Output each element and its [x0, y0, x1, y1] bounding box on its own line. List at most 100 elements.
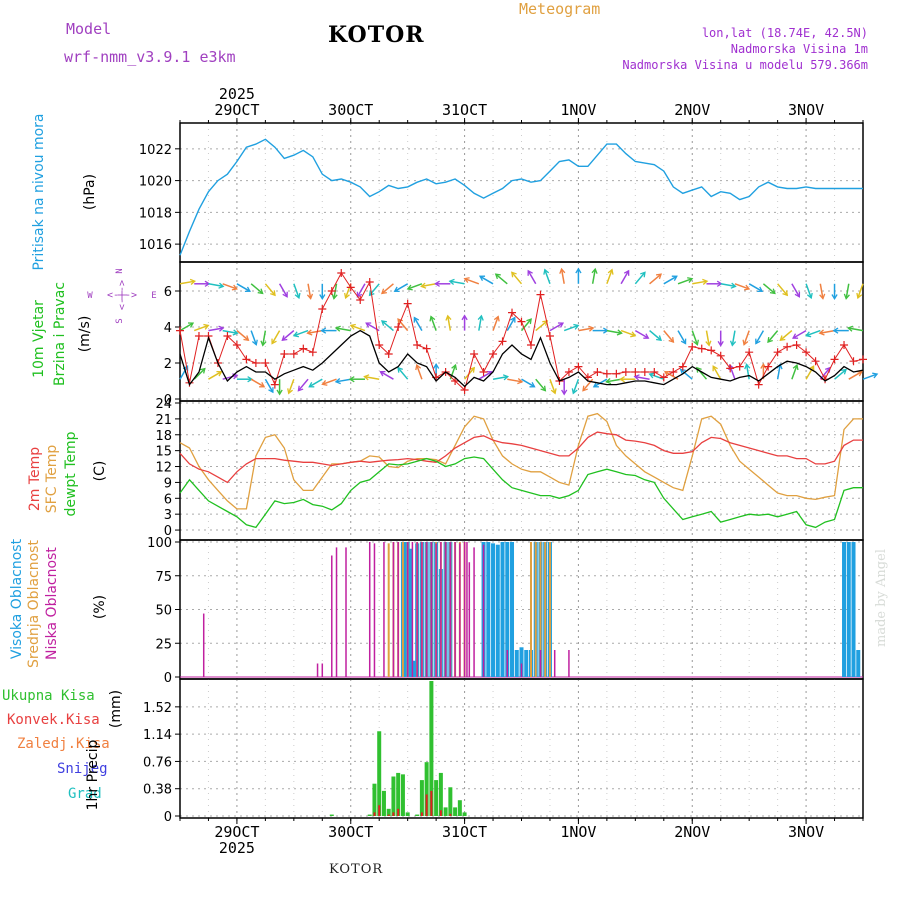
- wind-barb-head: [819, 293, 826, 300]
- wind-barb-head: [306, 293, 314, 300]
- gust-point: [574, 362, 583, 371]
- cloud-bar: [406, 542, 409, 677]
- panel-frame: [179, 122, 864, 263]
- cloud-bar: [534, 542, 537, 677]
- wind-barb-head: [792, 333, 799, 339]
- wind-barb: [397, 367, 409, 380]
- gust-point: [669, 368, 678, 376]
- wind-barb: [478, 315, 483, 331]
- gust-point: [194, 332, 203, 340]
- y-tick-label: 2: [164, 357, 172, 372]
- wind-barb: [520, 318, 532, 332]
- wind-barb-head: [592, 382, 599, 388]
- gust-point: [697, 344, 706, 353]
- gust-point: [631, 368, 640, 376]
- wind-barb: [271, 330, 281, 344]
- gust-point: [640, 368, 649, 376]
- convective-bar: [392, 812, 395, 816]
- wind-barb-head: [630, 331, 637, 338]
- cloud-bar: [345, 547, 347, 677]
- wind-barb: [819, 329, 835, 334]
- wind-barb: [663, 275, 678, 285]
- elevation-info: Nadmorska Visina 1m: [730, 42, 868, 56]
- wind-barb: [805, 329, 821, 337]
- wind-barb-head: [808, 365, 815, 372]
- y-tick-label: 18: [155, 429, 172, 444]
- cloud-bar: [486, 542, 491, 677]
- gust-point: [859, 355, 867, 364]
- wind-barb: [250, 378, 265, 388]
- wind-barb-head: [607, 268, 614, 275]
- wind-barb: [397, 318, 409, 332]
- wind-barb-head: [779, 335, 786, 342]
- wind-barb-head: [526, 318, 532, 325]
- gust-point: [403, 299, 412, 308]
- wind-barb-head: [543, 268, 550, 275]
- y-tick-label: 0: [164, 671, 172, 686]
- wind-barb: [308, 378, 323, 388]
- wind-barb: [335, 378, 351, 383]
- cloud-bar: [401, 542, 404, 677]
- wind-barb-head: [757, 286, 764, 293]
- wind-barb: [845, 283, 850, 299]
- wind-barb-head: [744, 363, 751, 370]
- gust-point: [460, 386, 469, 394]
- wind-barb: [692, 280, 708, 285]
- gust-point: [337, 269, 346, 277]
- precip-bar: [367, 814, 372, 816]
- gust-point: [602, 369, 611, 378]
- wind-barb-head: [451, 363, 458, 371]
- wind-barb: [620, 329, 636, 337]
- wind-barb: [663, 330, 675, 343]
- y-tick-label: 6: [164, 285, 172, 300]
- gust-point: [792, 341, 801, 349]
- wind-barb: [208, 371, 222, 380]
- wind-barb: [591, 268, 596, 284]
- wind-barb-head: [348, 376, 355, 383]
- wind-barb: [479, 275, 494, 285]
- wind-barb: [281, 330, 295, 341]
- wind-barb-head: [251, 339, 258, 346]
- wind-barb: [307, 329, 323, 334]
- cloud-bar: [842, 542, 847, 677]
- legend-zaledj-kisa: Zaledj.Kisa: [17, 736, 110, 752]
- wind-barb: [407, 283, 423, 290]
- precip-bar: [443, 807, 448, 816]
- wind-barb: [356, 283, 366, 298]
- convective-bar: [439, 810, 442, 816]
- wind-barb: [762, 283, 776, 295]
- wind-barb: [381, 320, 394, 332]
- wind-barb: [649, 330, 662, 341]
- convective-bar: [449, 813, 452, 816]
- wind-barb-head: [794, 291, 801, 298]
- wind-barb-head: [257, 288, 264, 295]
- cloud-bar: [466, 542, 468, 677]
- gust-point: [536, 290, 545, 299]
- cloud-bar: [514, 650, 519, 677]
- wind-barb: [549, 378, 556, 394]
- wind-barb: [848, 371, 863, 380]
- wind-barb: [620, 270, 630, 285]
- wind-barb-head: [643, 333, 650, 339]
- wind-barb-head: [334, 325, 341, 332]
- wind-barb-head: [540, 385, 547, 392]
- gust-point: [413, 341, 422, 349]
- wind-barb-head: [529, 382, 536, 388]
- wind-barb-head: [297, 385, 304, 392]
- wind-barb-head: [856, 292, 863, 300]
- cloud-bar: [459, 543, 461, 677]
- wind-barb: [791, 364, 798, 380]
- wind-barb: [322, 378, 337, 386]
- cloud-bar: [392, 542, 395, 677]
- wind-barb-head: [493, 315, 500, 322]
- wind-barb-head: [434, 280, 440, 287]
- cloud-bar: [553, 650, 556, 677]
- gust-point: [764, 362, 773, 371]
- wind-barb-head: [663, 370, 671, 377]
- gust-point: [517, 317, 526, 326]
- gust-point: [270, 380, 279, 389]
- wind-barb: [222, 374, 238, 380]
- wind-barb: [535, 320, 548, 332]
- y-tick-label: 25: [155, 637, 172, 652]
- cloud-bar: [368, 542, 371, 677]
